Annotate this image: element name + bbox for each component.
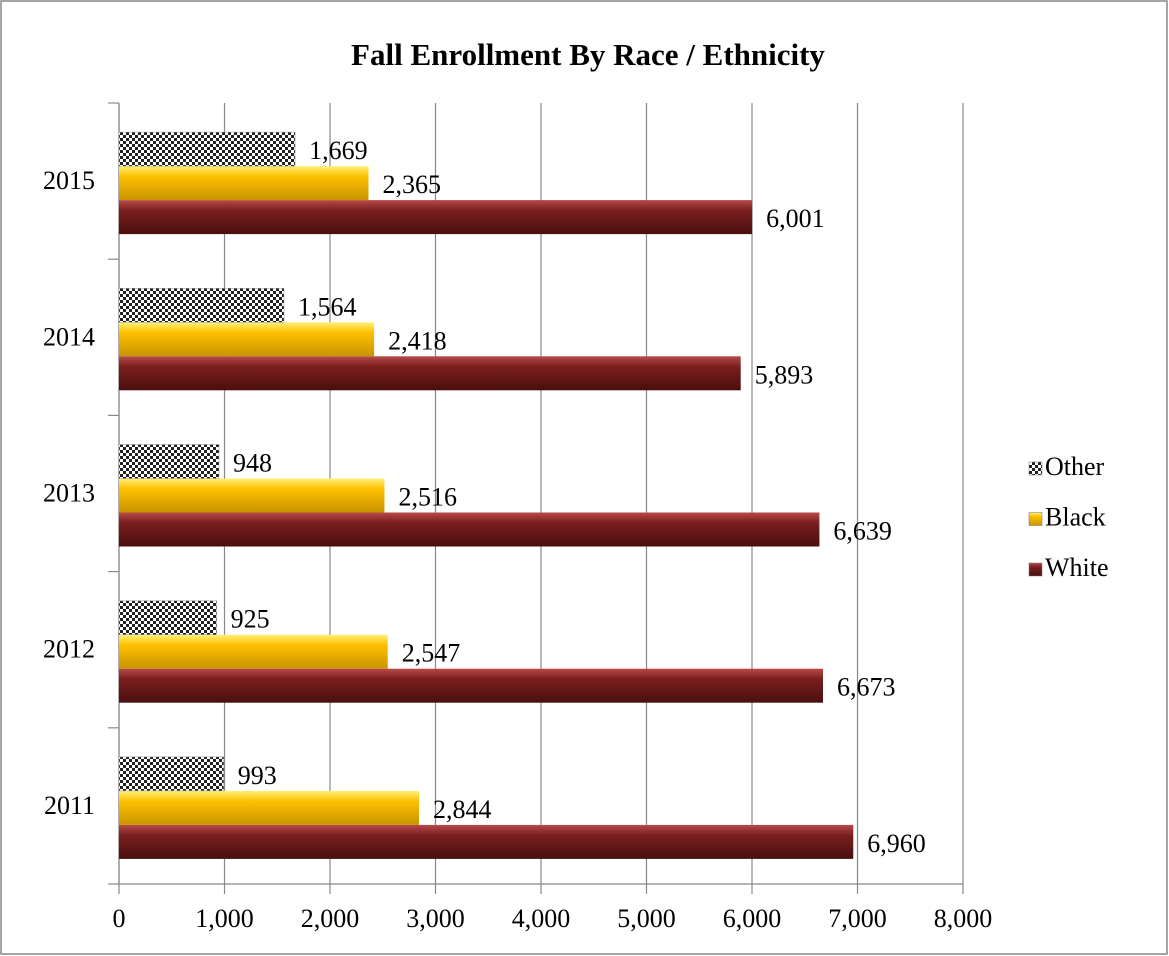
data-label: 1,564 [298, 292, 357, 321]
legend-swatch [1028, 512, 1043, 526]
chart-title: Fall Enrollment By Race / Ethnicity [351, 37, 825, 72]
data-label: 2,418 [388, 326, 447, 355]
bar [119, 512, 820, 547]
data-label: 948 [233, 448, 272, 477]
legend-label: Black [1045, 502, 1106, 531]
bar [119, 634, 388, 669]
x-tick-label: 5,000 [617, 904, 676, 933]
data-label: 6,001 [766, 204, 825, 233]
legend-swatch [1028, 461, 1043, 476]
bar [119, 166, 369, 201]
bar [118, 444, 220, 479]
data-label: 2,516 [398, 482, 457, 511]
data-label: 925 [231, 605, 270, 634]
y-tick-label: 2013 [43, 478, 95, 507]
bar [118, 131, 296, 167]
data-label: 6,639 [833, 516, 892, 545]
y-tick-label: 2012 [43, 635, 95, 664]
bar [119, 824, 854, 859]
x-tick-label: 7,000 [828, 904, 887, 933]
y-tick-label: 2014 [43, 322, 95, 351]
bar [119, 200, 753, 235]
data-label: 2,844 [433, 795, 492, 824]
bar [119, 356, 741, 391]
bar [118, 288, 285, 323]
data-label: 5,893 [755, 360, 814, 389]
x-tick-label: 3,000 [406, 904, 465, 933]
bar [118, 756, 225, 792]
y-tick-label: 2011 [44, 791, 95, 820]
x-tick-label: 4,000 [512, 904, 571, 933]
x-tick-label: 1,000 [195, 904, 254, 933]
legend-label: White [1045, 553, 1109, 582]
data-label: 1,669 [309, 136, 368, 165]
data-label: 2,547 [402, 639, 461, 668]
legend-swatch [1028, 562, 1043, 577]
x-tick-label: 6,000 [723, 904, 782, 933]
data-label: 6,673 [837, 673, 896, 702]
legend-label: Other [1045, 452, 1105, 481]
x-tick-label: 0 [113, 904, 126, 933]
bar [119, 478, 385, 513]
bar [119, 322, 375, 357]
y-tick-label: 2015 [43, 166, 95, 195]
bar [118, 600, 217, 635]
data-label: 993 [238, 761, 277, 790]
bar [119, 668, 824, 703]
data-label: 6,960 [867, 829, 926, 858]
x-tick-label: 8,000 [934, 904, 993, 933]
data-label: 2,365 [383, 170, 442, 199]
x-tick-label: 2,000 [301, 904, 360, 933]
bar [119, 790, 420, 825]
